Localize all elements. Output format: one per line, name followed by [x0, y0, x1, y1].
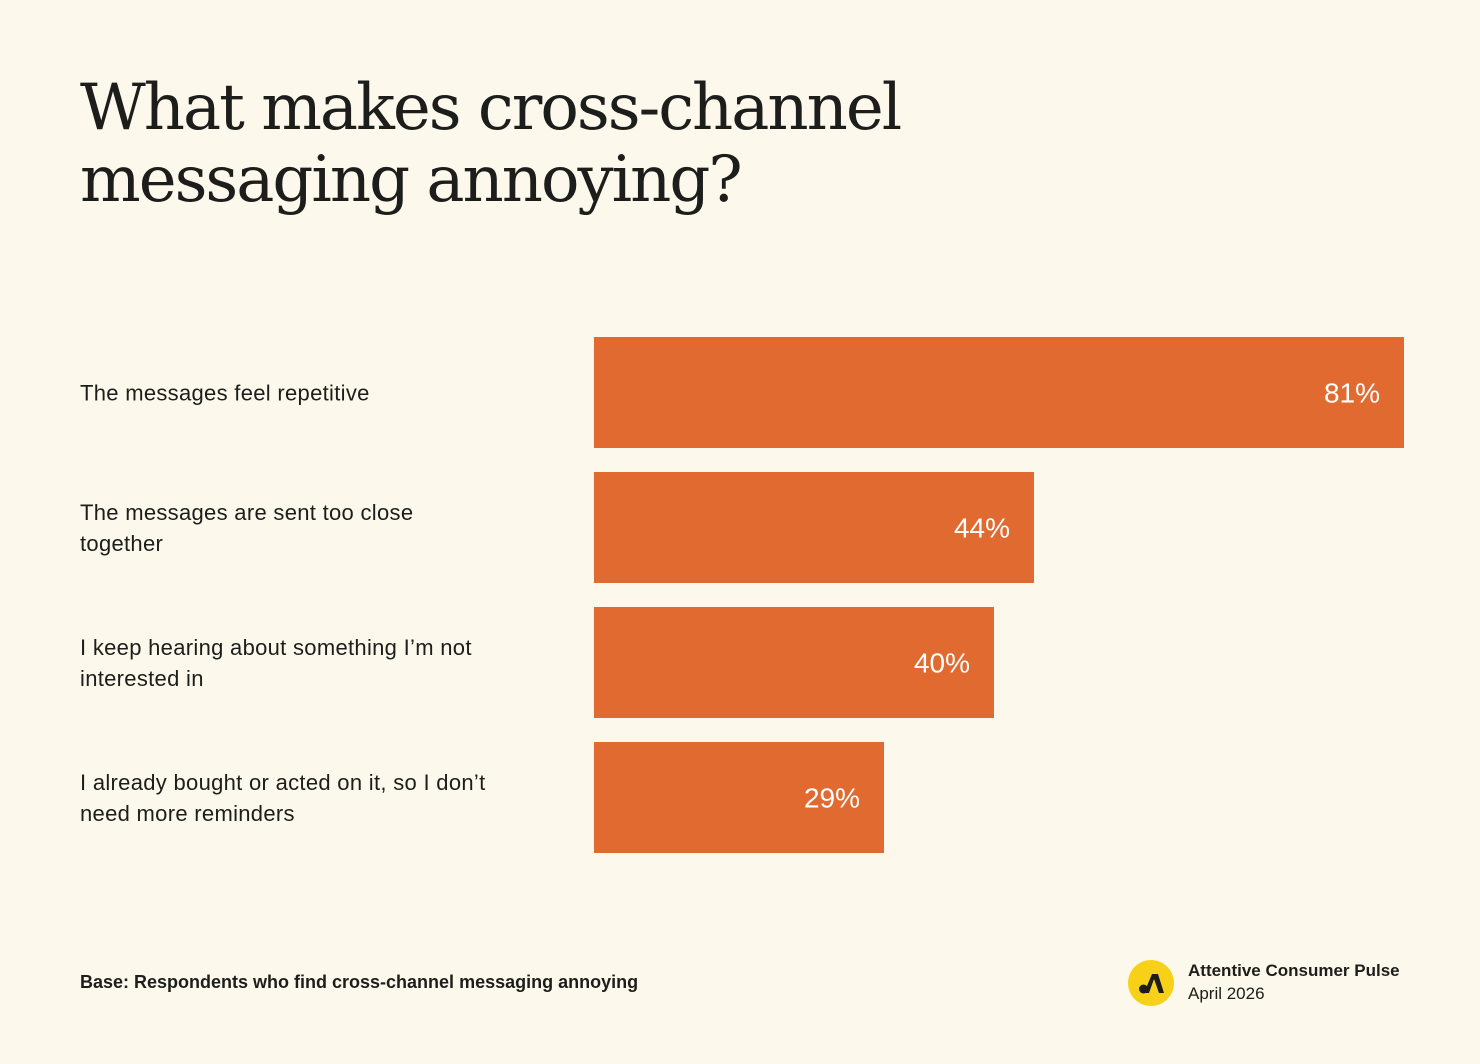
category-label-3: I keep hearing about something I’m not in… [80, 635, 472, 691]
bar-value-label-2: 44% [954, 513, 1010, 544]
category-label-4-line-2: need more reminders [80, 801, 295, 826]
category-label-2: The messages are sent too close together [80, 500, 413, 556]
bar-value-label-3: 40% [914, 648, 970, 679]
category-label-3-line-2: interested in [80, 666, 204, 691]
brand-date: April 2026 [1188, 984, 1265, 1003]
bar-1 [594, 337, 1404, 448]
bar-3 [594, 607, 994, 718]
category-label-3-line-1: I keep hearing about something I’m not [80, 635, 472, 660]
bar-value-label-4: 29% [804, 783, 860, 814]
category-label-1: The messages feel repetitive [80, 381, 370, 406]
chart-title-line-1: What makes cross-channel [80, 71, 902, 145]
category-label-2-line-2: together [80, 531, 163, 556]
base-footnote: Base: Respondents who find cross-channel… [80, 972, 639, 992]
brand-block: Attentive Consumer Pulse April 2026 [1128, 960, 1400, 1006]
brand-name: Attentive Consumer Pulse [1188, 961, 1400, 980]
category-label-4-line-1: I already bought or acted on it, so I do… [80, 770, 485, 795]
category-label-4: I already bought or acted on it, so I do… [80, 770, 485, 826]
bar-4 [594, 742, 884, 853]
attentive-logo-icon [1128, 960, 1174, 1006]
bar-2 [594, 472, 1034, 583]
bar-value-label-1: 81% [1324, 378, 1380, 409]
category-label-2-line-1: The messages are sent too close [80, 500, 413, 525]
chart-title-line-2: messaging annoying? [80, 143, 743, 217]
chart-title: What makes cross-channel messaging annoy… [80, 72, 980, 216]
bar-chart: 81% The messages feel repetitive 44% The me… [80, 337, 1404, 853]
category-label-1-line-1: The messages feel repetitive [80, 381, 370, 406]
